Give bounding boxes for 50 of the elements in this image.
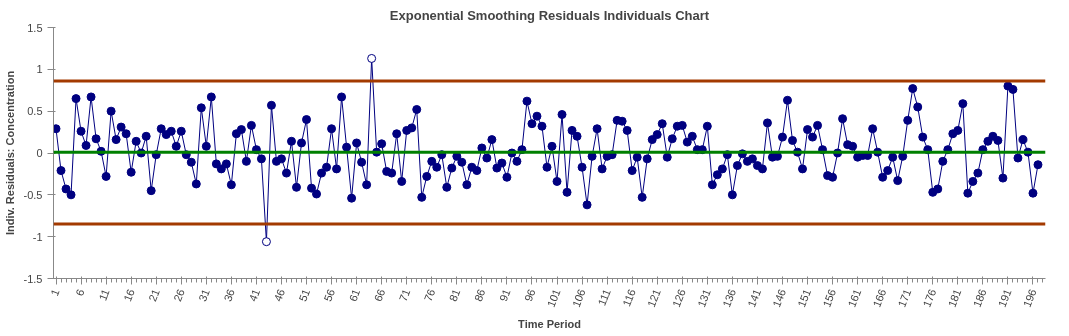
x-tick-label: 11 <box>96 287 112 303</box>
x-tick-label: 131 <box>695 287 713 309</box>
x-tick-label: 16 <box>121 287 137 304</box>
x-tick-label: 41 <box>246 287 263 304</box>
x-tick-label: 146 <box>770 287 789 309</box>
x-tick-label: 91 <box>496 287 513 304</box>
x-tick-label: 36 <box>221 287 237 304</box>
x-tick-label: 166 <box>870 287 889 309</box>
y-tick-label: -1 <box>32 230 43 243</box>
chart-title: Exponential Smoothing Residuals Individuals Chart <box>389 7 710 23</box>
x-tick-label: 136 <box>720 287 738 309</box>
x-tick-label: 61 <box>346 287 363 304</box>
x-axis-title: Time Period <box>518 317 581 330</box>
y-axis-title: Indiv. Residuals: Concentration <box>3 70 16 236</box>
x-tick-label: 106 <box>569 287 588 309</box>
x-tick-label: 151 <box>795 287 814 309</box>
x-tick-label: 71 <box>396 287 413 304</box>
x-tick-label: 101 <box>544 287 563 309</box>
x-tick-label: 86 <box>471 287 488 304</box>
x-tick-label: 46 <box>271 287 288 304</box>
y-tick-label: -0.5 <box>23 188 43 201</box>
x-tick-label: 111 <box>595 287 613 308</box>
x-tick-label: 96 <box>521 287 538 304</box>
x-tick-label: 56 <box>321 287 338 304</box>
x-tick-label: 156 <box>820 287 839 309</box>
x-tick-label: 1 <box>48 287 62 298</box>
x-tick-label: 176 <box>920 287 939 309</box>
x-tick-label: 181 <box>945 287 964 309</box>
y-tick-label: -1.5 <box>23 272 43 285</box>
x-tick-label: 161 <box>845 287 864 309</box>
x-tick-label: 66 <box>371 287 388 304</box>
x-tick-label: 81 <box>446 287 463 304</box>
x-tick-label: 121 <box>644 287 663 309</box>
y-tick-label: 1 <box>36 63 43 76</box>
x-tick-label: 171 <box>895 287 914 309</box>
y-tick-label: 0.5 <box>27 105 43 118</box>
x-tick-label: 26 <box>171 287 187 304</box>
x-tick-label: 186 <box>970 287 989 309</box>
y-tick-label: 0 <box>36 147 43 159</box>
x-tick-label: 116 <box>620 287 638 309</box>
x-tick-label: 196 <box>1020 287 1039 309</box>
x-tick-label: 141 <box>745 287 764 309</box>
x-tick-label: 126 <box>670 287 688 309</box>
x-tick-label: 76 <box>421 287 438 304</box>
y-tick-label: 1.5 <box>27 21 43 34</box>
x-tick-label: 21 <box>146 287 162 304</box>
x-tick-label: 31 <box>196 287 212 304</box>
x-tick-label: 6 <box>73 287 87 298</box>
x-tick-label: 51 <box>296 287 313 304</box>
x-tick-label: 191 <box>995 287 1014 309</box>
